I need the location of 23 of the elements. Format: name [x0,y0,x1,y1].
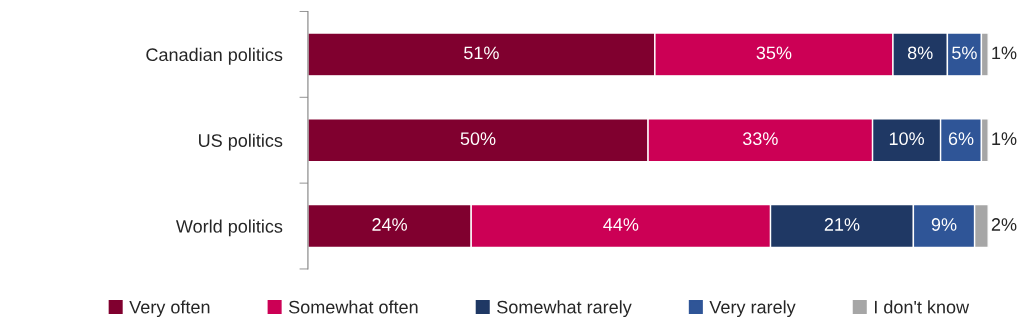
data-label: 21% [824,218,860,231]
data-label: 9% [931,218,957,231]
legend-label: Somewhat often [288,300,418,314]
y-tick-label: US politics [199,133,283,151]
y-tick-label: Canadian politics [146,47,283,65]
data-label: 1% [992,46,1017,60]
data-label: 35% [756,46,792,60]
data-label: 6% [948,132,974,146]
data-label: 8% [907,46,933,60]
data-label: 33% [742,132,778,146]
data-label: 24% [372,218,407,231]
y-tick-label: World politics [175,219,283,237]
data-label: 51% [464,46,499,60]
legend-label: I don't know [874,300,970,314]
data-label: 1% [992,132,1017,145]
data-label: 44% [603,218,639,231]
data-label: 2% [991,218,1017,231]
legend-label: Somewhat rarely [497,300,632,318]
data-label: 50% [460,132,496,146]
data-label: 10% [889,132,925,146]
data-label: 5% [952,46,977,60]
legend-label: Very rarely [709,300,796,318]
legend-label: Very often [129,300,210,318]
